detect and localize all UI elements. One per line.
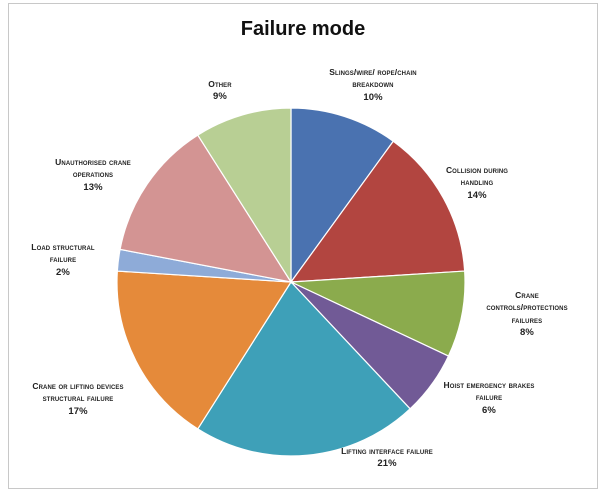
- chart-frame: Failure mode Slings/wire/ rope/chain bre…: [8, 3, 598, 489]
- slice-label-text: Hoist emergency brakes failure: [443, 380, 535, 403]
- slice-label-text: Unauthorised crane operations: [55, 157, 131, 180]
- slice-label-unauthorised: Unauthorised crane operations 13%: [39, 156, 147, 194]
- slice-label-other: Other 9%: [195, 78, 245, 104]
- slice-label-text: Crane or lifting devices structural fail…: [32, 381, 124, 404]
- slice-value-label: 13%: [83, 181, 103, 193]
- pie-slice-7: [119, 134, 293, 283]
- slice-label-text: Other: [208, 79, 232, 89]
- slice-label-text: Lifting interface failure: [341, 446, 433, 456]
- slice-value-label: 9%: [213, 91, 227, 103]
- slice-value-label: 6%: [482, 404, 496, 416]
- slice-value-label: 2%: [56, 266, 70, 278]
- slice-value-label: 17%: [68, 405, 88, 417]
- chart-title: Failure mode: [240, 18, 366, 40]
- slice-value-label: 10%: [363, 91, 383, 103]
- pie-slice-8: [196, 107, 292, 285]
- slice-value-label: 8%: [520, 326, 534, 338]
- pie-slice-0: [290, 107, 395, 284]
- slice-label-collision: Collision during handling 14%: [429, 164, 525, 202]
- slice-label-text: Slings/wire/ rope/chain breakdown: [329, 67, 417, 90]
- slice-label-crane-structural: Crane or lifting devices structural fail…: [19, 380, 137, 418]
- slice-label-lifting-interface: Lifting interface failure 21%: [339, 445, 435, 471]
- slice-label-text: Crane controls/protections failures: [486, 290, 568, 325]
- slice-label-text: Load structural failure: [31, 242, 95, 265]
- slice-value-label: 14%: [467, 189, 487, 201]
- slice-label-hoist: Hoist emergency brakes failure 6%: [434, 379, 544, 417]
- slice-label-crane-controls: Crane controls/protections failures 8%: [477, 289, 577, 340]
- pie-slice-4: [196, 281, 411, 457]
- slice-label-slings: Slings/wire/ rope/chain breakdown 10%: [327, 66, 419, 104]
- slice-label-text: Collision during handling: [445, 165, 509, 188]
- slice-label-load-structural: Load structural failure 2%: [21, 241, 105, 279]
- pie-slice-1: [289, 140, 466, 283]
- slice-value-label: 21%: [377, 458, 397, 470]
- pie-slice-5: [116, 270, 293, 430]
- pie-chart: [116, 107, 466, 457]
